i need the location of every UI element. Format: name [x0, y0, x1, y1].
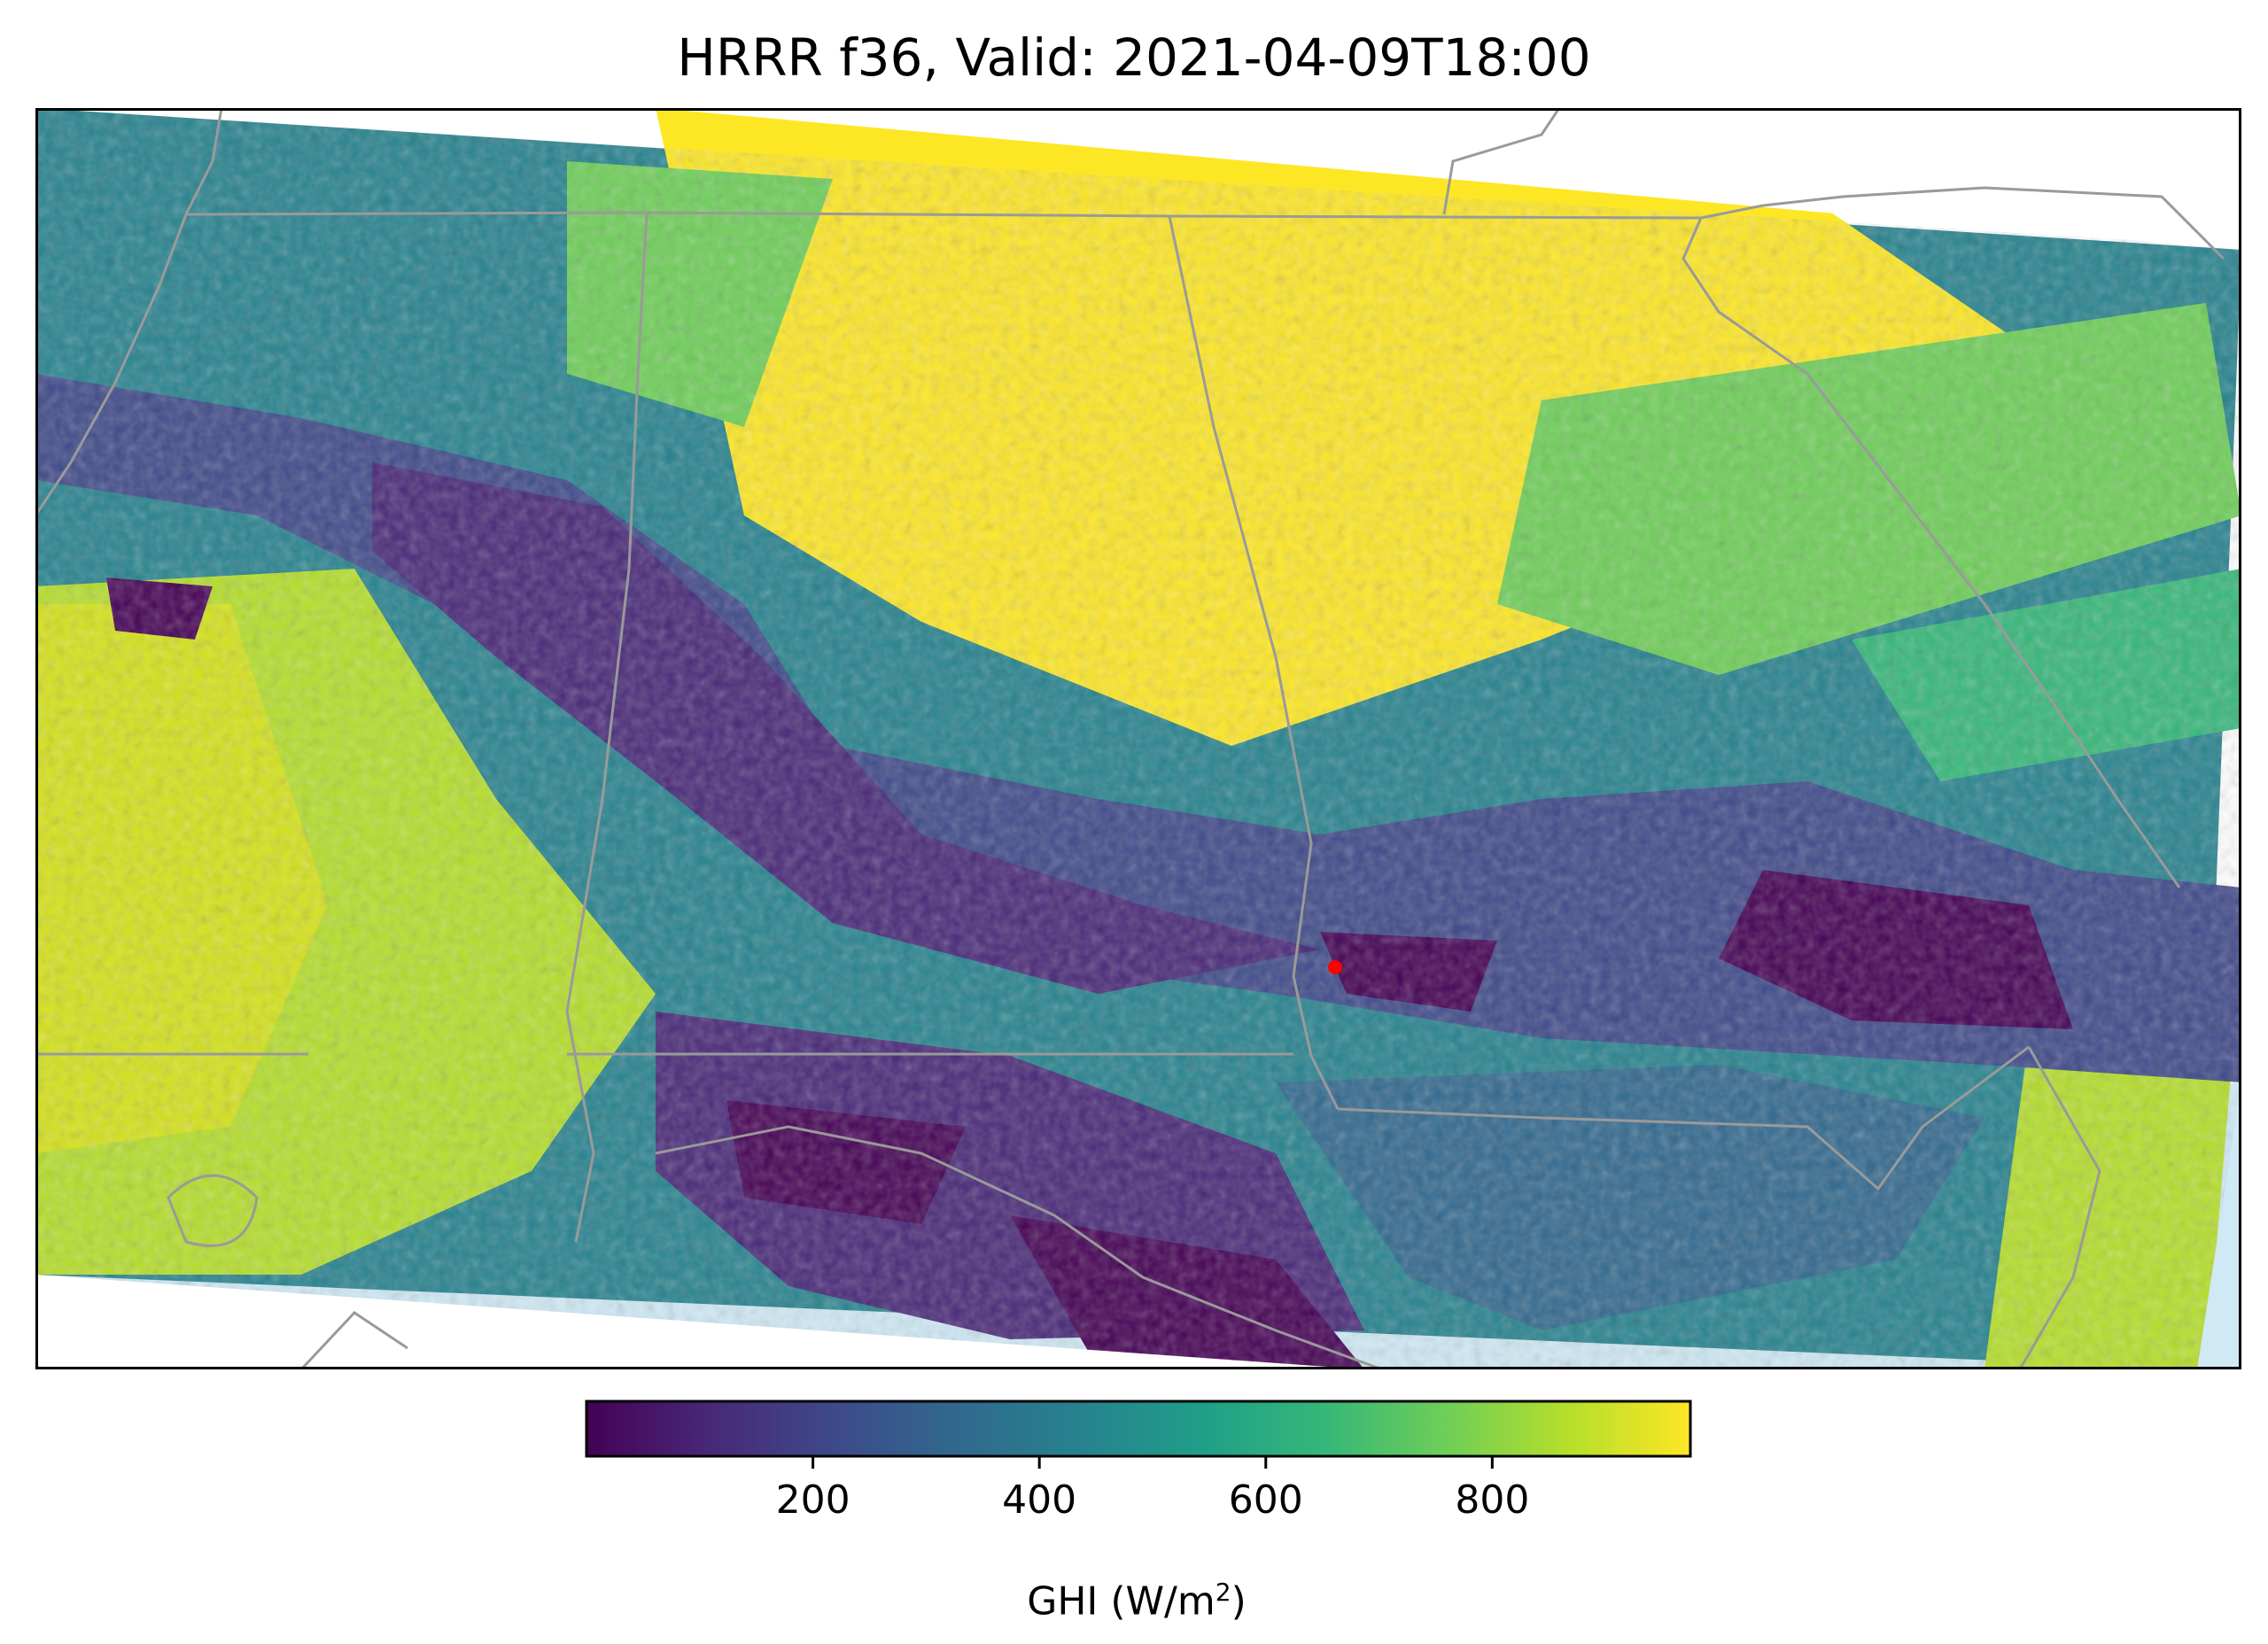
map-frame [35, 108, 2241, 1369]
colorbar-ticks: 200 400 600 800 [776, 1456, 1529, 1523]
colorbar-tick-label: 800 [1455, 1477, 1529, 1523]
ghi-field [35, 108, 2241, 1369]
figure-title: HRRR f36, Valid: 2021-04-09T18:00 [677, 27, 1591, 88]
state-borders [35, 108, 2225, 1369]
colorbar: 200 400 600 800 [585, 1400, 1692, 1523]
colorbar-label-sup: 2 [1215, 1578, 1231, 1607]
swath-edge-bottom [35, 1275, 1364, 1369]
colorbar-label: GHI (W/m2) [585, 1568, 1689, 1627]
colorbar-tick-label: 600 [1229, 1477, 1303, 1523]
colorbar-tick-label: 200 [776, 1477, 850, 1523]
colorbar-label-text: GHI (W/m [1027, 1578, 1216, 1625]
swath-edge-top [656, 108, 2241, 250]
colorbar-tick-label: 400 [1002, 1477, 1076, 1523]
map-panel [35, 108, 2241, 1369]
site-marker [1328, 960, 1342, 974]
colorbar-label-close: ) [1231, 1578, 1247, 1625]
colorbar-gradient [585, 1400, 1692, 1458]
